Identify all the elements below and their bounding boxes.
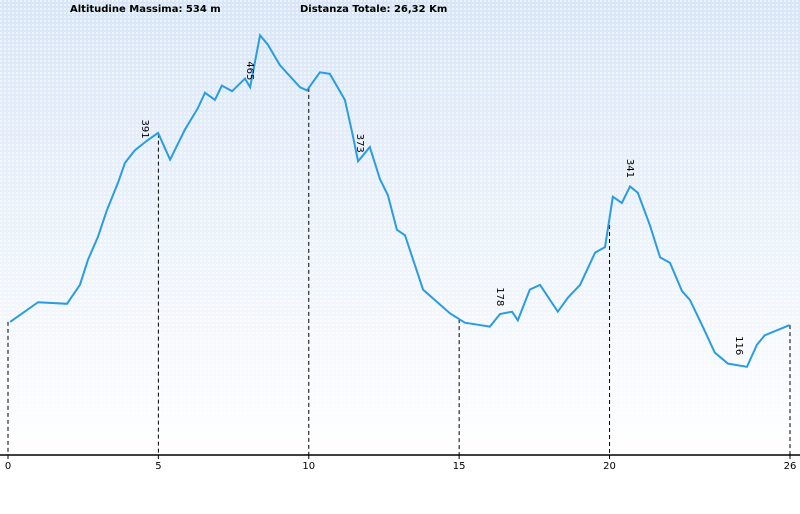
x-tick-label: 10 [302, 461, 315, 472]
annotation: 341 [624, 159, 635, 178]
max-altitude: Altitudine Massima: 534 m [70, 4, 221, 15]
annotation: 178 [494, 287, 505, 306]
annotation: 391 [139, 120, 150, 139]
total-distance: Distanza Totale: 26,32 Km [300, 4, 447, 15]
annotation: 465 [244, 61, 255, 80]
annotation: 373 [354, 134, 365, 153]
x-tick-label: 0 [5, 461, 11, 472]
x-tick-label: 5 [155, 461, 161, 472]
plot-texture [0, 0, 800, 455]
x-tick-label: 15 [453, 461, 466, 472]
x-tick-label: 20 [603, 461, 616, 472]
annotation: 116 [733, 336, 744, 355]
elevation-line [9, 32, 791, 368]
x-tick-label: 26 [784, 461, 797, 472]
